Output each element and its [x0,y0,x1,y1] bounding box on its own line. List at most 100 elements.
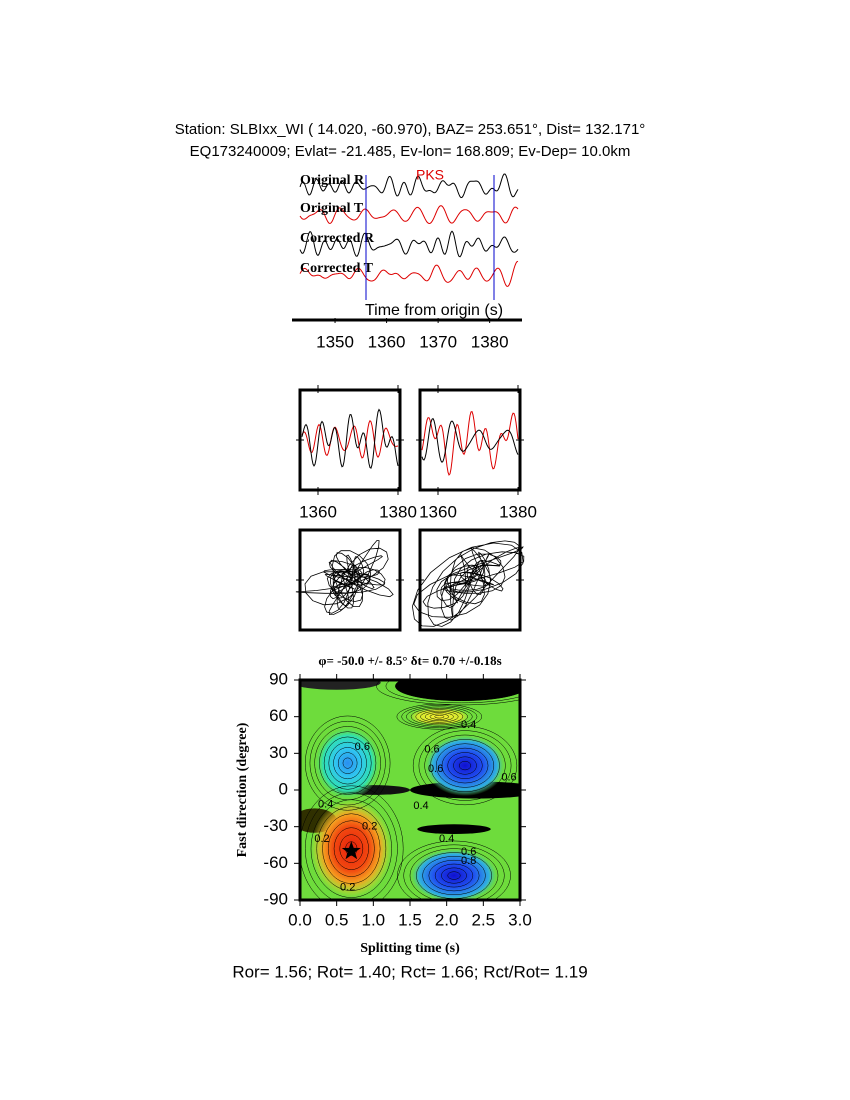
contour-label: 0.4 [413,800,428,812]
x-tick-label: 1360 [419,502,457,521]
trace-label: Corrected T [300,261,374,276]
contour-label: 0.4 [406,682,421,694]
contour-line [410,708,468,726]
contour-label: 0.6 [355,741,370,753]
contour-line [447,871,461,880]
contour-label: 0.6 [424,744,439,756]
contour-line [309,720,386,806]
contour-line [406,706,473,727]
contour-label: 0.4 [318,799,333,811]
x-tick-label: 1.0 [362,910,386,929]
station-line: Station: SLBIxx_WI ( 14.020, -60.970), B… [175,121,646,138]
contour-label: 0.6 [428,763,443,775]
contour-line [323,736,372,790]
particle-motion [411,540,525,627]
y-tick-label: 60 [269,706,288,725]
contour-line [422,856,486,896]
x-tick-label: 1360 [368,332,406,351]
particle-motion [295,539,394,616]
trace [299,260,519,287]
contour-line [304,715,391,811]
event-line: EQ173240009; Evlat= -21.485, Ev-lon= 168… [190,143,631,160]
contour-line [396,703,483,730]
particle-motion-panels [295,528,525,632]
contour-map: 0.40.40.60.60.60.60.4 0.40.20.20.40.60.80… [300,680,520,900]
contour-line [447,752,483,779]
contour-line [337,752,358,774]
contour-line [395,680,520,702]
best-fit-star [341,841,361,860]
contour-line [328,820,375,877]
waveform [421,410,519,476]
x-tick-label: 2.5 [472,910,496,929]
contour-line [397,840,511,900]
contour-line [333,747,363,780]
x-tick-label: 1380 [379,502,417,521]
contour-label: 0.2 [362,821,377,833]
contour-line [415,709,464,724]
trace-label: Corrected R [300,231,375,246]
x-tick-label: 1.5 [398,910,422,929]
contour-line [319,731,377,795]
contour-label: 0.6 [461,846,476,858]
trace [299,230,519,258]
contour-line [442,681,481,691]
contour-line [432,680,490,693]
contour-label: 0.2 [340,882,355,894]
contour-line [434,863,474,888]
x-tick-label: 1360 [299,502,337,521]
contour-line [333,827,369,870]
contour-line [409,848,499,900]
x-axis-title: Splitting time (s) [360,941,460,956]
y-tick-label: -30 [263,816,288,835]
contour-region [410,848,498,900]
x-tick-label: 1380 [499,502,537,521]
waveform [301,419,399,459]
contour-line [418,730,512,801]
contour-line [420,710,459,723]
x-tick-label: 1380 [471,332,509,351]
seismogram-panel: Original R Original T Corrected R Corrected… [292,167,522,351]
contour-line [305,792,398,900]
contour-line [385,680,520,704]
contour-line [328,741,367,785]
x-tick-label: 2.0 [435,910,459,929]
y-tick-label: 90 [269,669,288,688]
y-tick-label: 0 [279,779,288,798]
y-tick-label: -90 [263,889,288,908]
trace-label: Original R [300,173,365,188]
contour-line [316,806,387,891]
contour-line [413,680,509,697]
contour-line [424,734,506,797]
contour-line [441,747,489,784]
contour-region [300,680,381,690]
trace [299,205,519,225]
contour-label: 0.4 [439,833,454,845]
x-tick-label: 0.0 [288,910,312,929]
y-tick-label: -60 [263,853,288,872]
trace [299,173,519,199]
contour-line [458,760,472,771]
contour-line [451,683,472,689]
contour-line [314,726,381,801]
waveform [421,417,519,463]
contour-label: 0.4 [461,719,476,731]
waveform-panels: 1360 1380 1360 1380 [296,385,537,521]
contour-line [435,743,495,788]
contour-line [322,813,381,884]
x-tick-label: 0.5 [325,910,349,929]
contour-line [403,844,505,900]
contour-region [314,726,381,800]
x-tick-label: 1370 [419,332,457,351]
contour-line [424,712,454,722]
contour-line [339,834,364,863]
contour-line [412,726,518,806]
contour-line [428,859,480,892]
y-axis-title: Fast direction (degree) [235,722,250,857]
contour-region [417,824,491,834]
footer: Ror= 1.56; Rot= 1.40; Rct= 1.66; Rct/Rot… [232,962,587,981]
contour-line [404,680,519,699]
contour-label: 0.2 [314,833,329,845]
contour-line [376,680,520,706]
